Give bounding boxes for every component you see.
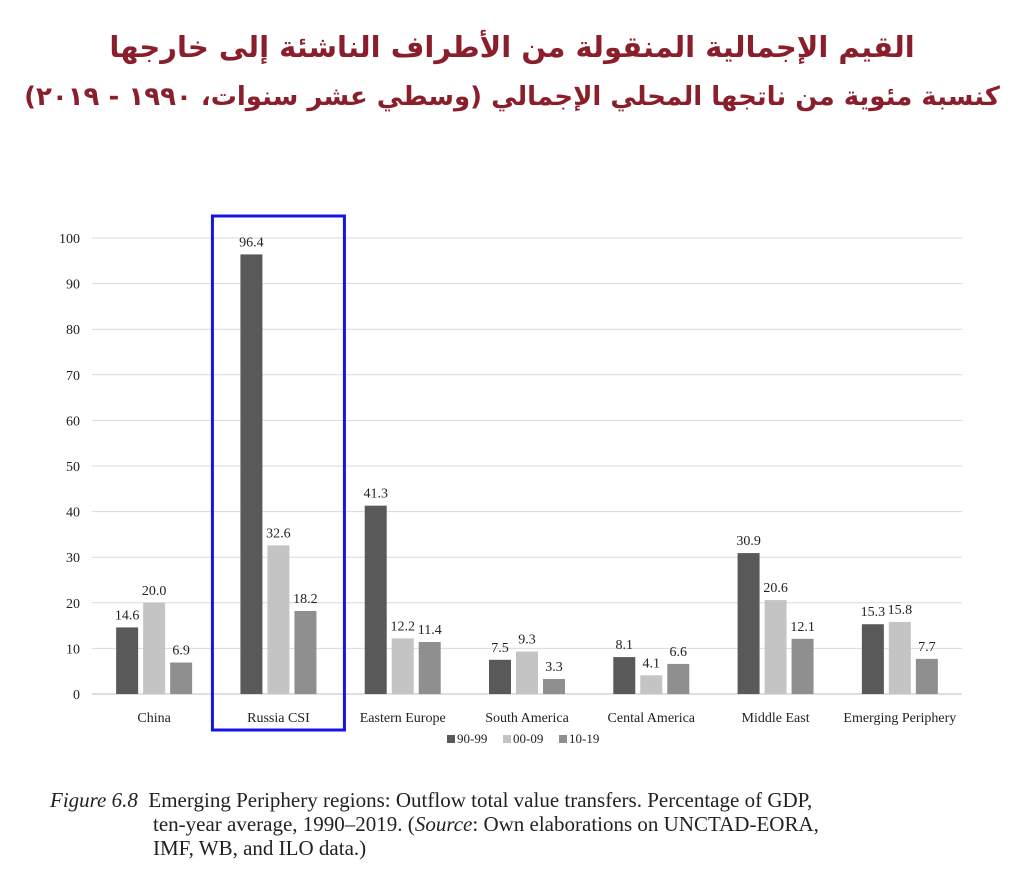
- bar-90-99: [116, 627, 139, 694]
- caption-line-3: IMF, WB, and ILO data.): [153, 836, 367, 860]
- data-label: 41.3: [363, 487, 388, 502]
- data-label: 14.6: [115, 608, 140, 623]
- bar-00-09: [516, 651, 538, 694]
- highlight-box: [210, 214, 346, 732]
- category-label: Emerging Periphery: [843, 711, 956, 726]
- data-label: 9.3: [518, 633, 536, 648]
- bar-90-99: [737, 553, 760, 694]
- data-label: 15.8: [888, 603, 913, 618]
- bar-10-19: [667, 663, 690, 694]
- bar-10-19: [170, 662, 193, 694]
- y-tick-label: 0: [73, 688, 80, 703]
- chart-title-arabic-line-1: القيم الإجمالية المنقولة من الأطراف النا…: [109, 30, 915, 64]
- legend-label: 90-99: [457, 731, 487, 746]
- caption-source-word: Source: [414, 812, 473, 836]
- bar-10-19: [915, 658, 938, 694]
- category-label: South America: [485, 711, 569, 726]
- data-label: 30.9: [736, 534, 761, 549]
- bar-00-09: [267, 545, 290, 694]
- data-label: 11.4: [418, 623, 442, 638]
- data-label: 18.2: [293, 592, 318, 607]
- data-label: 20.6: [763, 581, 788, 596]
- data-label: 12.1: [790, 620, 815, 635]
- data-label: 4.1: [643, 656, 661, 671]
- bar-00-09: [143, 602, 166, 694]
- legend-swatch: [447, 735, 455, 743]
- bar-10-19: [543, 678, 565, 694]
- data-label: 32.6: [266, 526, 291, 541]
- legend-label: 00-09: [513, 731, 543, 746]
- bar-00-09: [640, 675, 663, 694]
- category-label: Cental America: [608, 711, 696, 726]
- y-tick-label: 30: [66, 551, 80, 566]
- bar-90-99: [489, 659, 511, 694]
- y-tick-label: 40: [66, 506, 80, 521]
- data-label: 12.2: [390, 619, 415, 634]
- data-label: 20.0: [142, 584, 167, 599]
- figure-caption: Figure 6.8 Emerging Periphery regions: O…: [50, 788, 990, 860]
- data-label: 6.9: [172, 644, 190, 659]
- data-label: 8.1: [616, 638, 634, 653]
- data-label: 7.7: [918, 640, 936, 655]
- figure-label: Figure 6.8: [50, 788, 138, 812]
- bar-10-19: [294, 611, 317, 694]
- y-tick-label: 100: [59, 232, 80, 247]
- legend-swatch: [503, 735, 511, 743]
- bar-00-09: [391, 638, 414, 694]
- category-label: Russia CSI: [247, 711, 310, 726]
- bar-90-99: [364, 505, 387, 694]
- y-tick-label: 50: [66, 460, 80, 475]
- chart-subtitle-arabic-line-2: كنسبة مئوية من ناتجها المحلي الإجمالي (و…: [24, 82, 1000, 112]
- legend-swatch: [559, 735, 567, 743]
- y-tick-label: 70: [66, 369, 80, 384]
- category-label: Middle East: [742, 711, 810, 726]
- y-tick-label: 80: [66, 323, 80, 338]
- data-label: 96.4: [239, 235, 264, 250]
- category-label: China: [137, 711, 171, 726]
- bar-90-99: [613, 657, 636, 694]
- y-tick-label: 20: [66, 597, 80, 612]
- y-tick-label: 90: [66, 278, 80, 293]
- caption-line-1: Figure 6.8 Emerging Periphery regions: O…: [50, 788, 990, 812]
- caption-text-2b: : Own elaborations on UNCTAD-EORA,: [472, 812, 819, 836]
- data-label: 6.6: [670, 645, 688, 660]
- bar-00-09: [888, 621, 911, 694]
- data-label: 15.3: [861, 605, 886, 620]
- bar-90-99: [240, 254, 263, 694]
- caption-text-2a: ten-year average, 1990–2019. (: [153, 812, 415, 836]
- bar-10-19: [418, 642, 441, 694]
- data-label: 7.5: [491, 641, 509, 656]
- category-label: Eastern Europe: [360, 711, 446, 726]
- caption-line-2: ten-year average, 1990–2019. (Source: Ow…: [50, 812, 990, 836]
- legend-label: 10-19: [569, 731, 599, 746]
- bar-00-09: [764, 600, 787, 694]
- bar-chart: 0 10 20 30 40 50 60 70 80 90 100 14.620.0 6.9 China 96…: [59, 214, 962, 746]
- y-tick-label: 10: [66, 642, 80, 657]
- bar-90-99: [861, 624, 884, 694]
- data-label: 3.3: [545, 660, 563, 675]
- bar-10-19: [791, 638, 814, 694]
- y-tick-label: 60: [66, 414, 80, 429]
- caption-text-1: Emerging Periphery regions: Outflow tota…: [148, 788, 813, 812]
